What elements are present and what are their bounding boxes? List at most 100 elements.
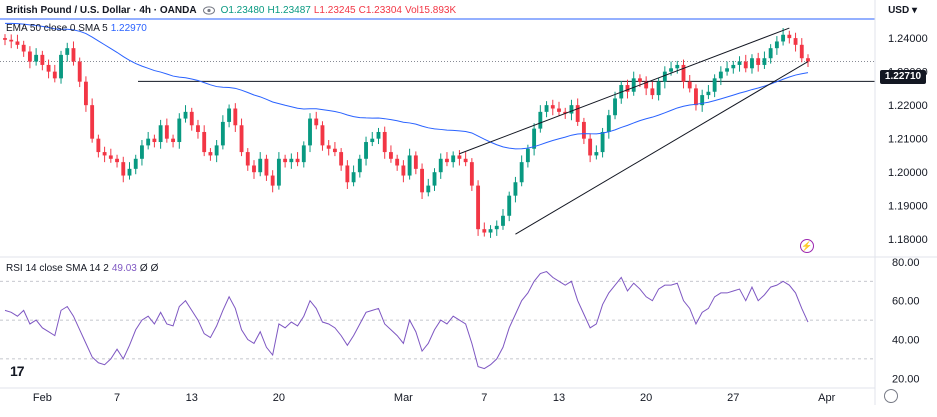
price-tick-label: 1.18000 (888, 234, 928, 246)
eye-icon[interactable] (202, 6, 215, 15)
tradingview-logo[interactable]: 17 (10, 363, 25, 379)
candle-body (494, 225, 499, 230)
candle-body (638, 78, 642, 82)
candle-body (196, 125, 200, 132)
candle-body (183, 111, 188, 119)
candle-body (364, 142, 368, 159)
candle-body (239, 125, 244, 153)
candle-body (438, 158, 443, 173)
candle-body (451, 155, 456, 163)
candle-body (712, 78, 717, 92)
candle-body (351, 172, 356, 183)
candle-body (127, 168, 132, 176)
candle-body (718, 71, 723, 79)
candle-body (756, 58, 761, 65)
volume-value: Vol15.893K (404, 5, 457, 16)
ohlc-open: O1.23480 (220, 5, 265, 16)
rsi-tick-label: 80.00 (892, 257, 920, 269)
candle-body (245, 152, 250, 166)
candle-body (3, 38, 7, 40)
lightning-icon[interactable]: ⚡ (800, 239, 814, 253)
candle-body (588, 138, 593, 156)
candle-body (532, 128, 537, 149)
candle-body (507, 195, 512, 216)
symbol-legend: British Pound / U.S. Dollar · 4h · OANDA… (6, 5, 456, 16)
candle-body (339, 152, 344, 166)
candle-body (102, 152, 107, 156)
candle-body (83, 81, 88, 106)
candle-body (289, 158, 294, 163)
price-tick-label: 1.21000 (888, 134, 928, 146)
candle-body (121, 162, 126, 176)
candle-body (21, 44, 26, 52)
candle-body (743, 61, 748, 69)
candle-body (332, 148, 337, 153)
candle-body (140, 145, 144, 159)
wedge-trendline (515, 61, 809, 235)
candle-body (301, 145, 306, 163)
candle-body (501, 215, 505, 226)
price-tick-label: 1.24000 (888, 33, 928, 45)
candle-body (146, 138, 151, 146)
candle-body (34, 54, 39, 62)
candle-body (569, 105, 574, 114)
candle-body (326, 145, 331, 149)
candle-body (457, 155, 462, 159)
time-tick-label: 20 (273, 392, 285, 404)
candle-body (283, 158, 288, 163)
rsi-legend-value: 49.03 (111, 263, 137, 274)
candle-body (681, 64, 686, 82)
time-tick-label: 27 (727, 392, 739, 404)
candle-body (96, 138, 101, 153)
candle-body (426, 185, 431, 193)
candle-body (799, 44, 804, 59)
price-overlays (4, 22, 809, 235)
candle-body (46, 64, 51, 72)
horizontal-line-price-tag: 1.22710 (880, 70, 926, 84)
candle-body (164, 125, 169, 139)
rsi-bands (0, 280, 875, 360)
candle-body (625, 85, 630, 92)
time-tick-label: Apr (818, 392, 835, 404)
candle-body (463, 158, 468, 163)
candle-body (413, 155, 418, 169)
candle-body (308, 118, 312, 146)
settings-gear-icon[interactable] (884, 389, 898, 403)
candle-body (550, 105, 555, 109)
candle-body (71, 48, 76, 62)
candle-body (519, 162, 524, 183)
candle-body (158, 125, 163, 143)
horizontal-line-price-label: 1.22710 (884, 71, 922, 82)
candle-body (750, 58, 754, 69)
ohlc-close: C1.23304 (358, 5, 402, 16)
candle-body (706, 91, 711, 96)
rsi-legend-empty-2: Ø (150, 263, 159, 274)
time-tick-label: Feb (33, 392, 52, 404)
candle-body (513, 182, 518, 196)
candle-body (731, 64, 736, 69)
candle-body (631, 78, 636, 92)
candle-body (40, 54, 45, 65)
candle-body (600, 131, 605, 153)
time-tick-label: 13 (186, 392, 198, 404)
candle-body (357, 158, 362, 173)
candle-body (407, 155, 412, 176)
candle-body (65, 48, 70, 55)
candle-body (675, 64, 680, 69)
price-reference-lines (0, 18, 875, 82)
candle-body (258, 158, 263, 173)
candle-body (389, 152, 393, 159)
candle-body (644, 81, 649, 89)
candle-body (687, 81, 692, 89)
candle-body (606, 115, 611, 132)
currency-selector[interactable]: USD ▾ (888, 5, 917, 16)
candle-body (152, 138, 157, 143)
candle-body (557, 108, 561, 112)
candle-body (27, 51, 32, 62)
candle-body (220, 121, 225, 146)
symbol-title: British Pound / U.S. Dollar · 4h · OANDA (6, 5, 197, 16)
candle-body (370, 138, 375, 143)
ema-legend[interactable]: EMA 50 close 0 SMA 5 1.22970 (6, 23, 147, 34)
rsi-legend[interactable]: RSI 14 close SMA 14 2 49.03 Ø Ø (6, 263, 158, 274)
